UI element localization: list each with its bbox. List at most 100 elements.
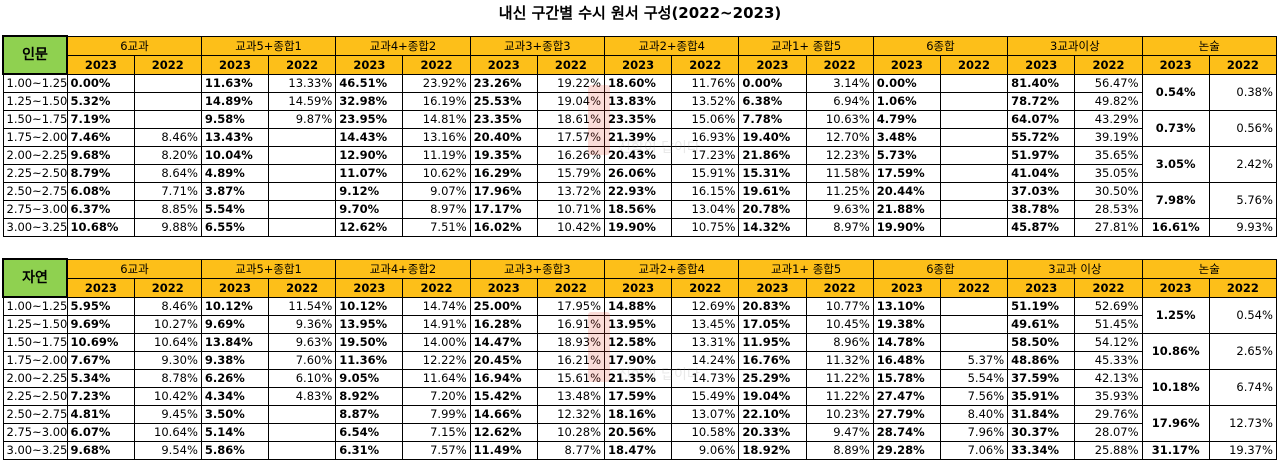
value-2022: 23.92% <box>402 73 471 93</box>
value-2022: 8.78% <box>133 369 202 388</box>
value-2022: 13.52% <box>671 92 740 111</box>
nonsul-2023: 0.54% <box>1141 73 1210 111</box>
value-2022 <box>133 92 202 111</box>
grade-range: 2.25~2.50 <box>2 164 68 183</box>
year-header: 2022 <box>805 54 874 75</box>
value-2022: 5.37% <box>939 351 1009 370</box>
value-2022: 16.19% <box>402 92 471 111</box>
value-2022 <box>268 200 337 219</box>
column-group-header: 교과3+종합3 <box>469 35 606 56</box>
value-2022: 7.51% <box>402 218 471 237</box>
nonsul-2022: 19.37% <box>1208 441 1277 460</box>
value-2023: 26.06% <box>604 164 673 183</box>
value-2022: 11.19% <box>402 146 471 165</box>
nonsul-2023: 0.73% <box>1141 110 1210 147</box>
nonsul-2022: 2.65% <box>1208 333 1277 370</box>
grade-range: 2.25~2.50 <box>2 387 68 406</box>
year-header: 2022 <box>1208 277 1277 298</box>
value-2023: 5.14% <box>200 423 270 442</box>
table-row: 1.00~1.25 5.95% 8.46% 10.12% 11.54% 10.12% 14.… <box>2 296 1277 334</box>
table-row: 3.00~3.25 10.68% 9.88% 6.55% 12.62% 7.51% 16.0… <box>2 218 1277 237</box>
value-2022: 19.22% <box>536 73 606 93</box>
value-2023: 12.90% <box>335 146 404 165</box>
value-2022: 13.31% <box>671 333 740 352</box>
value-2022: 8.20% <box>133 146 202 165</box>
value-2023: 19.38% <box>872 315 941 334</box>
value-2023: 22.93% <box>604 182 673 201</box>
value-2023: 22.10% <box>738 405 807 424</box>
value-2023: 14.88% <box>604 296 673 316</box>
year-header: 2022 <box>402 277 471 298</box>
value-2023: 23.35% <box>469 110 538 129</box>
year-header: 2022 <box>268 277 337 298</box>
value-2022: 10.71% <box>536 200 606 219</box>
year-header: 2023 <box>604 277 673 298</box>
value-2023: 28.74% <box>872 423 941 442</box>
value-2022 <box>268 182 337 201</box>
value-2023: 81.40% <box>1007 73 1076 93</box>
value-2022: 9.63% <box>268 333 337 352</box>
value-2022: 10.27% <box>133 315 202 334</box>
value-2023: 27.79% <box>872 405 941 424</box>
value-2022: 30.50% <box>1074 182 1143 201</box>
column-group-header: 교과2+종합4 <box>604 258 740 279</box>
value-2023: 13.10% <box>872 296 941 316</box>
value-2022: 8.46% <box>133 296 202 316</box>
value-2023: 20.83% <box>738 296 807 316</box>
value-2022: 15.79% <box>536 164 606 183</box>
table-row: 2.75~3.00 6.07% 10.64% 5.14% 6.54% 7.15% 12.62… <box>2 423 1276 442</box>
year-header: 2023 <box>200 277 270 298</box>
value-2022: 54.12% <box>1074 333 1143 352</box>
value-2023: 25.29% <box>738 369 807 388</box>
value-2022: 51.45% <box>1074 315 1143 334</box>
value-2022: 7.60% <box>268 351 337 370</box>
value-2022: 9.06% <box>671 441 740 460</box>
value-2022: 15.06% <box>671 110 740 129</box>
value-2022: 7.57% <box>402 441 471 460</box>
year-header: 2023 <box>738 54 807 75</box>
column-group-header: 교과4+종합2 <box>335 35 471 56</box>
nonsul-2023: 3.05% <box>1141 146 1210 183</box>
grade-range: 2.75~3.00 <box>2 200 68 219</box>
value-2023: 51.19% <box>1007 296 1076 316</box>
value-2023: 7.67% <box>66 351 135 370</box>
value-2022: 13.45% <box>671 315 740 334</box>
value-2023: 19.35% <box>469 146 538 165</box>
value-2022: 6.94% <box>805 92 874 111</box>
value-2022 <box>939 92 1009 111</box>
nonsul-2022: 0.56% <box>1208 110 1277 147</box>
value-2023: 11.36% <box>335 351 404 370</box>
value-2022: 13.48% <box>536 387 606 406</box>
value-2023: 10.69% <box>66 333 135 352</box>
value-2023: 10.04% <box>200 146 270 165</box>
value-2022: 28.07% <box>1074 423 1143 442</box>
value-2022: 43.29% <box>1074 110 1143 129</box>
value-2023: 45.87% <box>1007 218 1076 237</box>
value-2022: 14.73% <box>671 369 740 388</box>
year-header: 2023 <box>335 277 404 298</box>
value-2022 <box>133 73 202 93</box>
value-2023: 11.49% <box>469 441 538 460</box>
value-2022: 10.42% <box>133 387 202 406</box>
value-2022: 5.54% <box>939 369 1009 388</box>
year-header: 2023 <box>469 54 538 75</box>
value-2022: 14.00% <box>402 333 471 352</box>
value-2022: 12.69% <box>671 296 740 316</box>
value-2022 <box>939 110 1009 129</box>
value-2023: 16.29% <box>469 164 538 183</box>
value-2022: 15.49% <box>671 387 740 406</box>
table-row: 1.75~2.00 7.46% 8.46% 13.43% 14.43% 13.16% 20.… <box>2 128 1276 147</box>
value-2023: 32.98% <box>335 92 404 111</box>
year-header: 2023 <box>1007 277 1076 298</box>
table-row: 1.50~1.75 7.19% 9.58% 9.87% 23.95% 14.81% 23.3… <box>2 110 1277 147</box>
value-2023: 16.02% <box>469 218 538 237</box>
value-2022: 17.23% <box>671 146 740 165</box>
value-2022 <box>939 296 1009 316</box>
value-2023: 27.47% <box>872 387 941 406</box>
grade-range: 1.50~1.75 <box>2 110 68 129</box>
value-2022: 28.53% <box>1074 200 1143 219</box>
value-2023: 14.66% <box>469 405 538 424</box>
value-2022: 10.58% <box>671 423 740 442</box>
value-2022 <box>268 164 337 183</box>
value-2023: 20.78% <box>738 200 807 219</box>
